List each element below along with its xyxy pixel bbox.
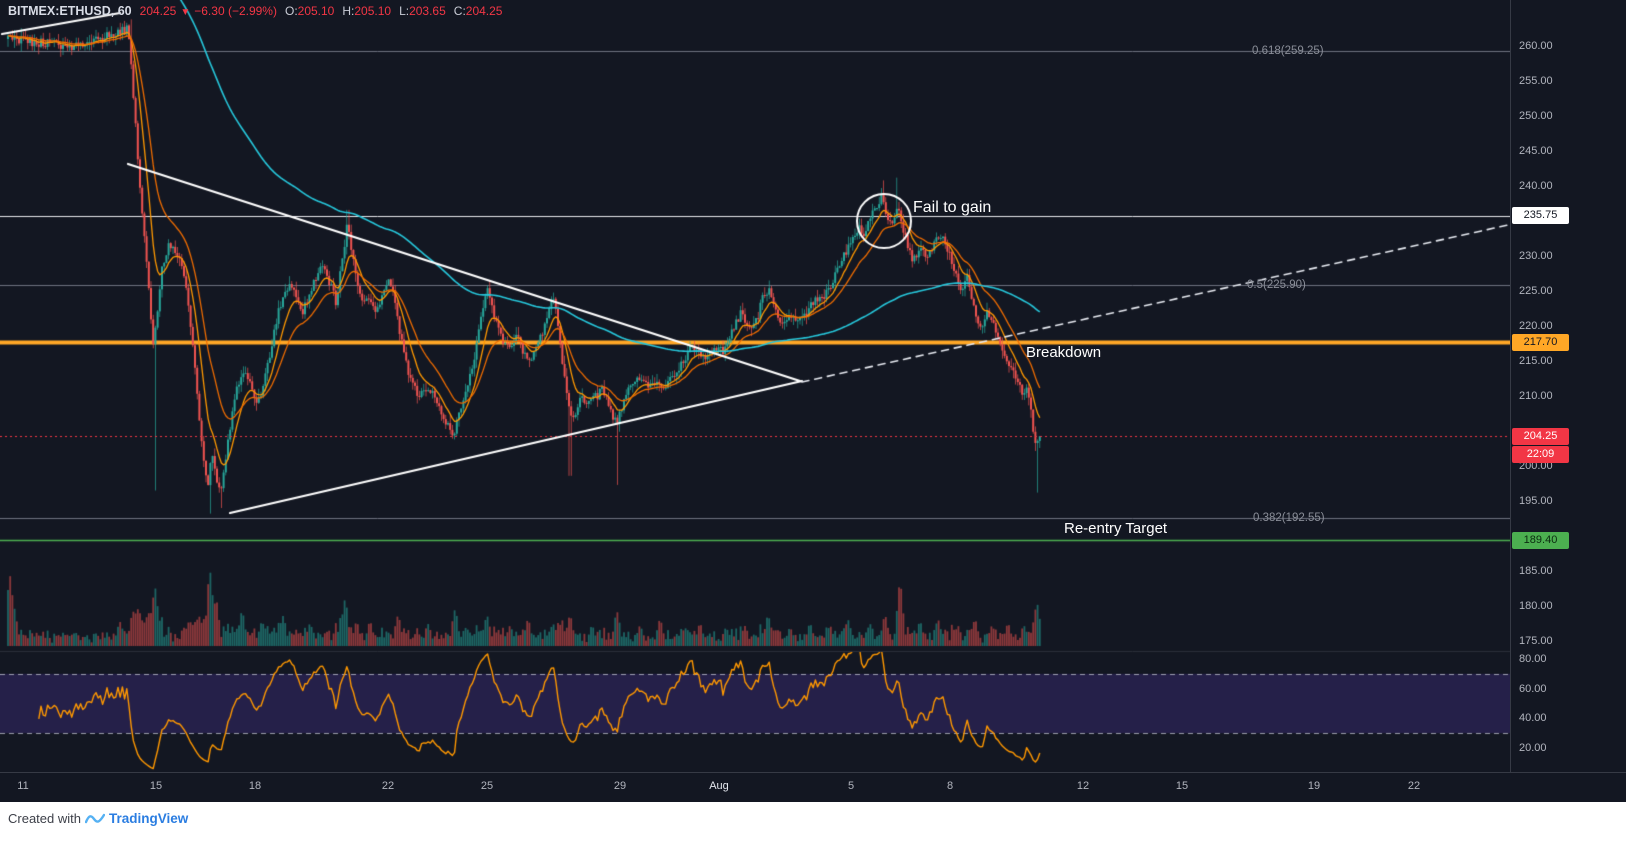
price-axis-tick: 225.00 <box>1519 285 1553 297</box>
annotation-fail-to-gain[interactable]: Fail to gain <box>913 199 992 216</box>
price-axis-tick: 245.00 <box>1519 145 1553 157</box>
time-axis-label: 12 <box>1076 780 1090 792</box>
price-axis-tick: 215.00 <box>1519 355 1553 367</box>
time-axis-label: 22 <box>381 780 395 792</box>
last-price: 204.25 <box>139 4 177 18</box>
time-axis-label: 15 <box>1175 780 1189 792</box>
price-change: −6.30 (−2.99%) <box>194 4 277 18</box>
price-chart-canvas[interactable] <box>0 0 1510 772</box>
high-value: H:205.10 <box>342 4 392 18</box>
tradingview-logo-icon[interactable] <box>84 812 105 826</box>
price-axis-tick: 250.00 <box>1519 110 1553 122</box>
bar-countdown-tag: 22:09 <box>1512 445 1569 463</box>
low-value: L:203.65 <box>399 4 446 18</box>
time-axis-label: 19 <box>1307 780 1321 792</box>
time-axis-label: 18 <box>248 780 262 792</box>
price-axis-tick: 180.00 <box>1519 600 1553 612</box>
price-tag-resistance-level[interactable]: 235.75 <box>1512 207 1569 225</box>
annotation-breakdown[interactable]: Breakdown <box>1026 344 1102 361</box>
created-with-text: Created with <box>8 811 81 826</box>
time-axis-label: 15 <box>149 780 163 792</box>
time-axis[interactable]: 11 15 18 22 25 29 Aug 5 8 12 15 19 22 <box>0 772 1626 802</box>
price-axis-tick: 220.00 <box>1519 320 1553 332</box>
rsi-axis-tick: 20.00 <box>1519 741 1547 754</box>
open-value: O:205.10 <box>284 4 335 18</box>
time-axis-label: 22 <box>1407 780 1421 792</box>
time-axis-label: Aug <box>709 780 729 792</box>
time-axis-label: 25 <box>480 780 494 792</box>
fib-level-label-618: 0.618(259.25) <box>1252 45 1324 58</box>
rsi-axis-tick: 60.00 <box>1519 682 1547 695</box>
price-axis-tick: 210.00 <box>1519 390 1553 402</box>
price-tag-reentry-level[interactable]: 189.40 <box>1512 531 1569 549</box>
time-axis-label: 29 <box>613 780 627 792</box>
down-arrow-icon: ▼ <box>180 7 191 18</box>
attribution-footer: Created with TradingView <box>0 802 1626 860</box>
rsi-axis-tick: 80.00 <box>1519 653 1547 665</box>
tradingview-brand-link[interactable]: TradingView <box>108 811 189 826</box>
last-price-tag: 204.25 <box>1512 427 1569 445</box>
price-axis-tick: 195.00 <box>1519 495 1553 507</box>
price-axis-tick: 200.00 <box>1519 460 1553 472</box>
rsi-axis-tick: 40.00 <box>1519 712 1547 725</box>
symbol-title[interactable]: BITMEX:ETHUSD, 60 <box>8 4 132 18</box>
time-axis-label: 5 <box>847 780 855 792</box>
price-axis-tick: 260.00 <box>1519 40 1553 52</box>
close-value: C:204.25 <box>453 4 503 18</box>
fib-level-label-50: 0.5(225.90) <box>1247 278 1306 291</box>
symbol-header: BITMEX:ETHUSD, 60 204.25 ▼ −6.30 (−2.99%… <box>8 4 502 18</box>
price-axis-tick: 175.00 <box>1519 635 1553 647</box>
price-axis-tick: 230.00 <box>1519 250 1553 262</box>
price-axis-tick: 255.00 <box>1519 75 1553 87</box>
price-axis-tick: 240.00 <box>1519 180 1553 192</box>
price-axis-tick: 185.00 <box>1519 565 1553 577</box>
time-axis-label: 11 <box>17 780 29 792</box>
annotation-reentry-target[interactable]: Re-entry Target <box>1064 520 1168 537</box>
time-axis-label: 8 <box>946 780 954 792</box>
fib-level-label-382: 0.382(192.55) <box>1253 512 1325 525</box>
price-tag-breakdown-level[interactable]: 217.70 <box>1512 333 1569 351</box>
price-axis[interactable]: 235.75 217.70 204.25 22:09 189.40 260.00… <box>1510 0 1626 772</box>
